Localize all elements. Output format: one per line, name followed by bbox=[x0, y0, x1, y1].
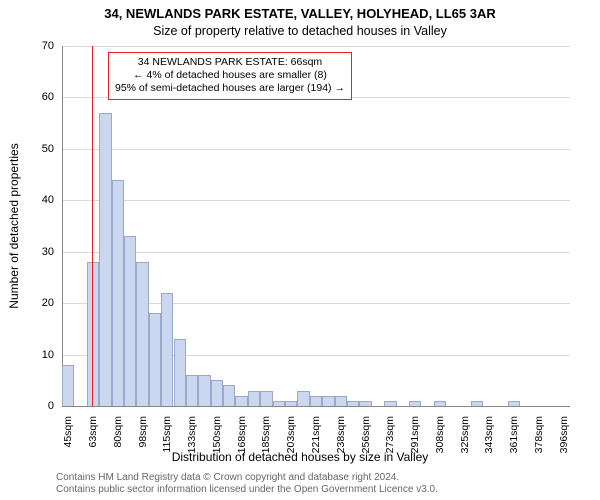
histogram-bar bbox=[260, 391, 272, 406]
gridline bbox=[62, 46, 570, 47]
y-tick-label: 70 bbox=[24, 40, 54, 52]
histogram-bar bbox=[99, 113, 111, 406]
x-tick-label: 168sqm bbox=[236, 416, 248, 476]
x-tick-label: 63sqm bbox=[87, 416, 99, 476]
x-tick-label: 291sqm bbox=[409, 416, 421, 476]
info-box: 34 NEWLANDS PARK ESTATE: 66sqm ← 4% of d… bbox=[108, 52, 352, 100]
histogram-bar bbox=[347, 401, 359, 406]
histogram-bar bbox=[273, 401, 285, 406]
histogram-bar bbox=[174, 339, 186, 406]
histogram-bar bbox=[322, 396, 334, 406]
chart-subtitle: Size of property relative to detached ho… bbox=[0, 24, 600, 38]
y-axis-line bbox=[62, 46, 63, 406]
x-tick-label: 221sqm bbox=[310, 416, 322, 476]
x-tick-label: 98sqm bbox=[137, 416, 149, 476]
histogram-bar bbox=[434, 401, 446, 406]
histogram-bar bbox=[62, 365, 74, 406]
info-line-1: 34 NEWLANDS PARK ESTATE: 66sqm bbox=[115, 56, 345, 69]
histogram-bar bbox=[384, 401, 396, 406]
histogram-bar bbox=[161, 293, 173, 406]
histogram-bar bbox=[285, 401, 297, 406]
x-axis-label: Distribution of detached houses by size … bbox=[0, 450, 600, 464]
histogram-bar bbox=[297, 391, 309, 406]
x-tick-label: 361sqm bbox=[508, 416, 520, 476]
footer-line-2: Contains public sector information licen… bbox=[56, 484, 438, 496]
histogram-chart: 34, NEWLANDS PARK ESTATE, VALLEY, HOLYHE… bbox=[0, 0, 600, 500]
histogram-bar bbox=[149, 313, 161, 406]
y-tick-label: 20 bbox=[24, 297, 54, 309]
histogram-bar bbox=[235, 396, 247, 406]
x-tick-label: 133sqm bbox=[186, 416, 198, 476]
histogram-bar bbox=[471, 401, 483, 406]
x-tick-label: 238sqm bbox=[335, 416, 347, 476]
x-tick-label: 45sqm bbox=[62, 416, 74, 476]
x-tick-label: 378sqm bbox=[533, 416, 545, 476]
info-line-2: ← 4% of detached houses are smaller (8) bbox=[115, 69, 345, 82]
y-tick-label: 0 bbox=[24, 400, 54, 412]
y-tick-label: 30 bbox=[24, 246, 54, 258]
histogram-bar bbox=[186, 375, 198, 406]
histogram-bar bbox=[136, 262, 148, 406]
x-tick-label: 115sqm bbox=[161, 416, 173, 476]
histogram-bar bbox=[248, 391, 260, 406]
x-tick-label: 396sqm bbox=[558, 416, 570, 476]
histogram-bar bbox=[124, 236, 136, 406]
x-tick-label: 256sqm bbox=[360, 416, 372, 476]
gridline bbox=[62, 406, 570, 407]
y-tick-label: 40 bbox=[24, 194, 54, 206]
x-tick-label: 343sqm bbox=[483, 416, 495, 476]
y-tick-label: 60 bbox=[24, 91, 54, 103]
y-tick-label: 50 bbox=[24, 143, 54, 155]
x-tick-label: 308sqm bbox=[434, 416, 446, 476]
histogram-bar bbox=[409, 401, 421, 406]
x-tick-label: 80sqm bbox=[112, 416, 124, 476]
x-tick-label: 203sqm bbox=[285, 416, 297, 476]
chart-title: 34, NEWLANDS PARK ESTATE, VALLEY, HOLYHE… bbox=[0, 6, 600, 21]
x-tick-label: 185sqm bbox=[260, 416, 272, 476]
reference-line bbox=[92, 46, 94, 406]
gridline bbox=[62, 149, 570, 150]
histogram-bar bbox=[223, 385, 235, 406]
footer: Contains HM Land Registry data © Crown c… bbox=[56, 472, 438, 496]
info-line-3: 95% of semi-detached houses are larger (… bbox=[115, 82, 345, 95]
histogram-bar bbox=[112, 180, 124, 406]
histogram-bar bbox=[508, 401, 520, 406]
histogram-bar bbox=[198, 375, 210, 406]
footer-line-1: Contains HM Land Registry data © Crown c… bbox=[56, 472, 438, 484]
histogram-bar bbox=[335, 396, 347, 406]
histogram-bar bbox=[211, 380, 223, 406]
histogram-bar bbox=[310, 396, 322, 406]
gridline bbox=[62, 200, 570, 201]
x-tick-label: 273sqm bbox=[384, 416, 396, 476]
gridline bbox=[62, 252, 570, 253]
x-tick-label: 150sqm bbox=[211, 416, 223, 476]
histogram-bar bbox=[359, 401, 371, 406]
x-tick-label: 325sqm bbox=[459, 416, 471, 476]
y-tick-label: 10 bbox=[24, 349, 54, 361]
y-axis-label: Number of detached properties bbox=[7, 61, 21, 226]
